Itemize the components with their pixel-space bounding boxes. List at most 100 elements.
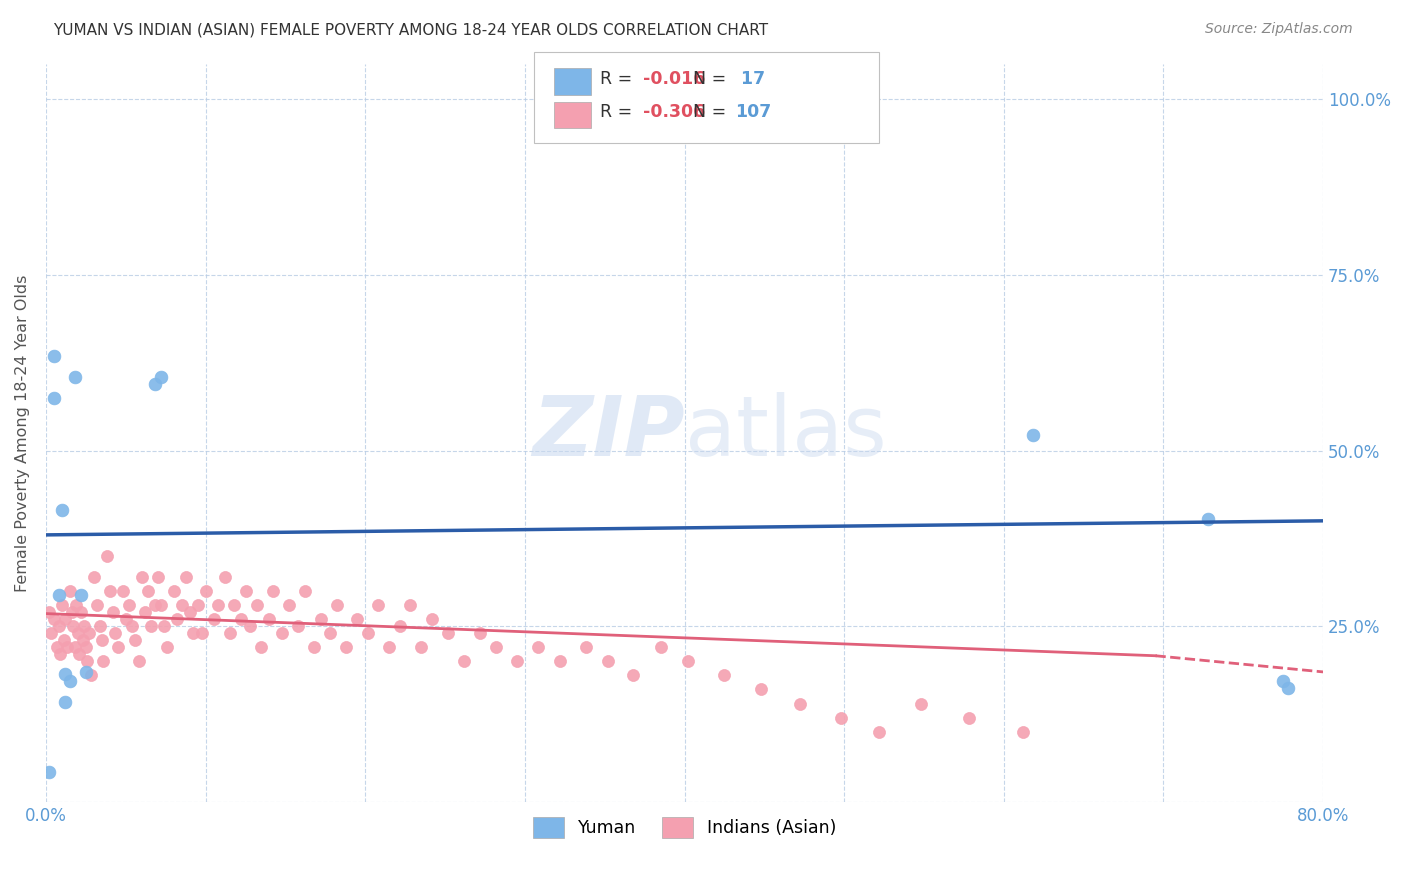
Point bbox=[66, 626, 89, 640]
Point bbox=[749, 682, 772, 697]
Point bbox=[146, 570, 169, 584]
Point bbox=[62, 619, 84, 633]
Point bbox=[149, 369, 172, 384]
Point bbox=[153, 619, 176, 633]
Point bbox=[51, 503, 73, 517]
Point bbox=[262, 584, 284, 599]
Point bbox=[70, 588, 93, 602]
Point bbox=[179, 605, 201, 619]
Point bbox=[548, 654, 571, 668]
Point bbox=[101, 605, 124, 619]
Point bbox=[136, 584, 159, 599]
Text: R =: R = bbox=[600, 103, 638, 121]
Point bbox=[75, 665, 97, 679]
Point bbox=[52, 633, 75, 648]
Point bbox=[868, 724, 890, 739]
Point bbox=[506, 654, 529, 668]
Point bbox=[53, 612, 76, 626]
Point bbox=[250, 640, 273, 655]
Text: 17: 17 bbox=[735, 70, 765, 87]
Y-axis label: Female Poverty Among 18-24 Year Olds: Female Poverty Among 18-24 Year Olds bbox=[15, 275, 30, 591]
Point bbox=[65, 598, 87, 612]
Legend: Yuman, Indians (Asian): Yuman, Indians (Asian) bbox=[526, 810, 844, 845]
Point bbox=[51, 598, 73, 612]
Text: N =: N = bbox=[693, 103, 733, 121]
Point bbox=[63, 369, 86, 384]
Point bbox=[90, 633, 112, 648]
Text: N =: N = bbox=[693, 70, 733, 87]
Point bbox=[75, 640, 97, 655]
Point bbox=[73, 619, 96, 633]
Point bbox=[271, 626, 294, 640]
Point bbox=[1012, 724, 1035, 739]
Point bbox=[114, 612, 136, 626]
Point bbox=[76, 654, 98, 668]
Point bbox=[55, 640, 77, 655]
Point bbox=[96, 549, 118, 563]
Point bbox=[93, 654, 115, 668]
Point bbox=[335, 640, 357, 655]
Point bbox=[713, 668, 735, 682]
Point bbox=[143, 376, 166, 391]
Point bbox=[121, 619, 143, 633]
Point bbox=[128, 654, 150, 668]
Point bbox=[650, 640, 672, 655]
Point bbox=[453, 654, 475, 668]
Point bbox=[526, 640, 548, 655]
Point bbox=[830, 710, 852, 724]
Point bbox=[1021, 428, 1043, 442]
Point bbox=[70, 605, 93, 619]
Text: R =: R = bbox=[600, 70, 638, 87]
Point bbox=[63, 640, 86, 655]
Point bbox=[957, 710, 980, 724]
Point bbox=[191, 626, 214, 640]
Point bbox=[389, 619, 412, 633]
Point bbox=[485, 640, 508, 655]
Point bbox=[229, 612, 252, 626]
Point bbox=[77, 626, 100, 640]
Point bbox=[48, 619, 70, 633]
Point bbox=[357, 626, 380, 640]
Point bbox=[38, 605, 60, 619]
Point bbox=[134, 605, 156, 619]
Point bbox=[149, 598, 172, 612]
Point bbox=[59, 674, 82, 689]
Point bbox=[111, 584, 134, 599]
Point bbox=[194, 584, 217, 599]
Point bbox=[98, 584, 121, 599]
Point bbox=[574, 640, 596, 655]
Point bbox=[910, 697, 932, 711]
Point bbox=[42, 349, 65, 363]
Text: atlas: atlas bbox=[685, 392, 886, 474]
Point bbox=[789, 697, 811, 711]
Point bbox=[141, 619, 163, 633]
Point bbox=[166, 612, 188, 626]
Point bbox=[83, 570, 105, 584]
Point bbox=[411, 640, 433, 655]
Point bbox=[309, 612, 332, 626]
Point bbox=[69, 648, 91, 662]
Text: 107: 107 bbox=[735, 103, 772, 121]
Point bbox=[325, 598, 347, 612]
Point bbox=[623, 668, 645, 682]
Point bbox=[48, 588, 70, 602]
Point bbox=[259, 612, 281, 626]
Point bbox=[49, 648, 72, 662]
Point bbox=[367, 598, 389, 612]
Point bbox=[676, 654, 699, 668]
Point bbox=[124, 633, 146, 648]
Point bbox=[42, 612, 65, 626]
Point bbox=[420, 612, 443, 626]
Point bbox=[207, 598, 229, 612]
Point bbox=[1197, 512, 1219, 526]
Text: -0.016: -0.016 bbox=[643, 70, 704, 87]
Point bbox=[53, 667, 76, 681]
Point bbox=[399, 598, 422, 612]
Text: YUMAN VS INDIAN (ASIAN) FEMALE POVERTY AMONG 18-24 YEAR OLDS CORRELATION CHART: YUMAN VS INDIAN (ASIAN) FEMALE POVERTY A… bbox=[53, 22, 769, 37]
Point bbox=[239, 619, 262, 633]
Point bbox=[39, 626, 62, 640]
Point bbox=[59, 584, 82, 599]
Point bbox=[131, 570, 153, 584]
Point bbox=[156, 640, 179, 655]
Point bbox=[46, 640, 69, 655]
